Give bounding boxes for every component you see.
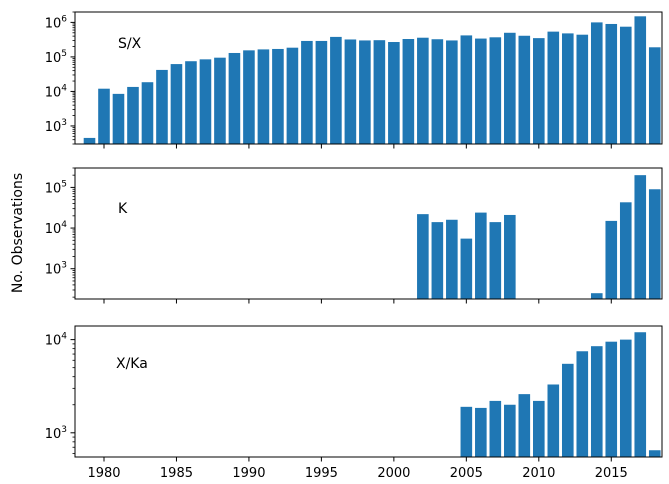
x-tick-label: 2000: [377, 466, 410, 481]
bar-2007: [489, 222, 502, 299]
bar-2001: [402, 39, 415, 145]
y-tick-label: 105: [45, 49, 67, 66]
bar-2005: [460, 35, 473, 144]
bar-2006: [475, 212, 487, 299]
bar-1985: [170, 64, 183, 144]
x-tick-label: 1985: [160, 466, 193, 481]
bar-2007: [489, 400, 502, 457]
bar-2016: [619, 26, 632, 145]
panel-s-x: 103 104 105 106 S/X: [45, 11, 663, 149]
bar-2009: [518, 394, 531, 457]
bar-2018: [648, 47, 661, 144]
bar-1981: [112, 93, 125, 144]
x-tick-label: 1995: [305, 466, 338, 481]
bar-1989: [228, 52, 241, 145]
bar-2002: [417, 214, 429, 299]
y-tick-label: 105: [45, 179, 67, 196]
bar-2010: [533, 400, 545, 457]
bar-2004: [446, 219, 458, 299]
bar-2015: [605, 341, 618, 457]
bar-2003: [431, 39, 444, 144]
panel-label: S/X: [118, 36, 142, 52]
bar-2016: [619, 339, 632, 457]
bar-2002: [417, 37, 429, 144]
bar-1982: [127, 86, 139, 144]
bar-1980: [98, 88, 110, 144]
bar-1988: [214, 57, 226, 144]
axes-frame: [74, 167, 663, 300]
bar-2006: [475, 407, 487, 457]
bar-1979: [83, 137, 96, 144]
bar-1993: [286, 47, 299, 144]
bar-1986: [185, 61, 197, 144]
x-tick-label: 2010: [522, 466, 555, 481]
bar-2011: [547, 31, 560, 145]
bar-1984: [156, 69, 168, 144]
axes-frame: [74, 11, 663, 145]
bar-2013: [576, 34, 589, 145]
panel-x-ka: 103 104 1980 1985 1990 1995 2000 2005 2010 2015 X/…: [45, 325, 663, 481]
y-tick-label: 104: [45, 332, 68, 349]
bar-1998: [359, 40, 371, 144]
bar-2005: [460, 238, 473, 299]
axes-frame: [74, 325, 663, 458]
bar-1991: [257, 49, 270, 144]
x-tick-label: 1990: [232, 466, 265, 481]
y-axis-label: No. Observations: [10, 173, 26, 293]
bar-2005: [460, 406, 473, 457]
bar-2010: [533, 38, 545, 144]
bar-2011: [547, 384, 560, 457]
bar-2017: [634, 175, 647, 299]
bar-2018: [648, 450, 661, 457]
bar-2016: [619, 202, 632, 299]
x-tick-label: 1980: [87, 466, 120, 481]
bar-1996: [330, 36, 342, 144]
x-tick-label: 2015: [595, 466, 628, 481]
bar-2007: [489, 37, 502, 144]
bar-1999: [373, 40, 386, 144]
bar-2015: [605, 23, 618, 144]
y-tick-label: 104: [45, 83, 68, 100]
bar-2008: [504, 214, 516, 299]
bar-2015: [605, 220, 618, 299]
bar-2008: [504, 32, 516, 144]
bar-2018: [648, 189, 661, 299]
bar-2014: [590, 293, 603, 299]
bar-1992: [272, 48, 284, 144]
bar-2008: [504, 404, 516, 457]
panel-k: 103 104 105 K: [45, 167, 663, 304]
y-tick-label: 103: [45, 261, 67, 278]
y-tick-label: 103: [45, 118, 67, 135]
bar-2009: [518, 35, 531, 145]
bar-2004: [446, 40, 458, 144]
bar-2012: [561, 363, 574, 457]
bar-2017: [634, 16, 647, 145]
y-tick-label: 103: [45, 425, 67, 442]
bar-2000: [388, 42, 400, 144]
bar-2017: [634, 332, 647, 457]
panel-label: K: [118, 201, 128, 217]
bar-1994: [301, 40, 313, 145]
bar-1995: [315, 40, 328, 145]
panel-label: X/Ka: [116, 356, 148, 372]
bar-1997: [344, 39, 357, 144]
bar-2003: [431, 222, 444, 299]
bar-2012: [561, 33, 574, 144]
y-tick-label: 104: [45, 220, 68, 237]
bar-1987: [199, 59, 212, 144]
y-tick-label: 106: [45, 14, 68, 31]
bar-2014: [590, 22, 603, 144]
bar-1983: [141, 82, 154, 144]
bar-1990: [243, 50, 255, 145]
bar-2013: [576, 351, 589, 457]
bar-2014: [590, 346, 603, 457]
bar-2006: [475, 38, 487, 145]
x-tick-label: 2005: [450, 466, 483, 481]
